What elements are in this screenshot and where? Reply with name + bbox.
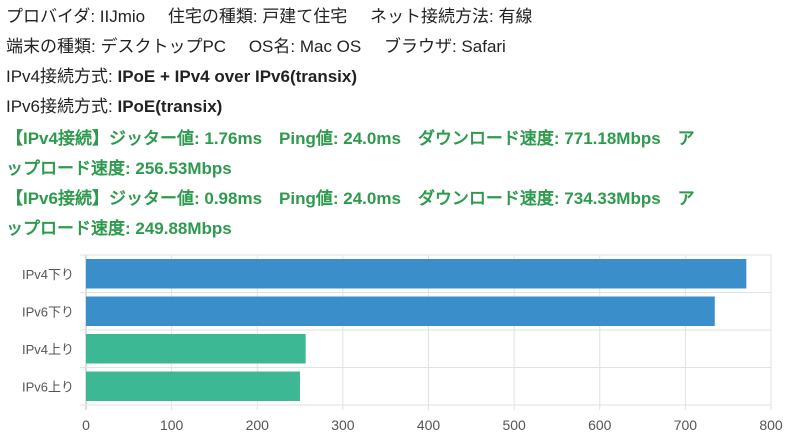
x-tick-label: 800 [759,417,783,433]
housing-value: 戸建て住宅 [262,7,348,26]
provider-label: プロバイダ [6,7,91,26]
browser-value: Safari [461,37,506,56]
ipv4-method-label: IPv4接続方式 [6,67,109,86]
bar [86,371,300,401]
device-label: 端末の種類 [6,37,91,56]
os-value: Mac OS [299,37,362,56]
connection-type-value: 有線 [498,7,533,26]
x-tick-label: 700 [674,417,698,433]
bar [86,296,715,326]
ipv4-result-line2: ップロード速度: 256.53Mbps [6,159,232,178]
speed-bar-chart: 0 100 200 300 400 500 600 700 800 IPv4下り IPv6下り IPv… [0,248,800,437]
x-tick-label: 500 [502,417,526,433]
category-label: IPv4下り [22,267,74,282]
bar [86,259,747,289]
x-tick-label: 200 [246,417,270,433]
chart-canvas: 0 100 200 300 400 500 600 700 800 IPv4下り IPv6下り IPv… [22,254,783,433]
category-label: IPv4上り [22,342,74,357]
connection-type-label: ネット接続方法 [370,7,490,26]
x-tick-label: 400 [417,417,441,433]
provider-value: IIJmio [99,7,146,26]
ipv6-method-row: IPv6接続方式: IPoE(transix) [6,97,223,116]
ipv4-method-value: IPoE + IPv4 over IPv6(transix) [117,67,358,86]
ipv6-method-label: IPv6接続方式 [6,97,109,116]
bar [86,334,306,364]
ipv6-result-line1: ジッター値: 0.98ms Ping値: 24.0ms ダウンロード速度: 73… [108,189,695,208]
x-tick-label: 100 [160,417,184,433]
x-tick-label: 600 [588,417,612,433]
housing-label: 住宅の種類 [167,7,253,26]
x-tick-label: 0 [82,417,90,433]
ipv4-result-line1: ジッター値: 1.76ms Ping値: 24.0ms ダウンロード速度: 77… [108,129,695,148]
x-tick-label: 300 [331,417,355,433]
info-row-1: プロバイダ: IIJmio 住宅の種類: 戸建て住宅 ネット接続方法: 有線 [6,7,533,26]
device-value: デスクトップPC [100,37,227,56]
browser-label: ブラウザ [383,37,452,56]
os-label: OS名 [248,37,291,56]
ipv6-result-prefix: 【IPv6接続】 [6,189,109,208]
ipv6-result: 【IPv6接続】ジッター値: 0.98ms Ping値: 24.0ms ダウンロ… [6,184,796,244]
ipv4-result-prefix: 【IPv4接続】 [6,129,109,148]
info-row-2: 端末の種類: デスクトップPC OS名: Mac OS ブラウザ: Safari [6,37,506,56]
ipv4-method-row: IPv4接続方式: IPoE + IPv4 over IPv6(transix) [6,67,358,86]
category-label: IPv6上り [22,379,74,394]
category-label: IPv6下り [22,304,74,319]
ipv6-method-value: IPoE(transix) [117,97,223,116]
connection-info: プロバイダ: IIJmio 住宅の種類: 戸建て住宅 ネット接続方法: 有線 端… [6,2,796,244]
ipv6-result-line2: ップロード速度: 249.88Mbps [6,219,232,238]
ipv4-result: 【IPv4接続】ジッター値: 1.76ms Ping値: 24.0ms ダウンロ… [6,124,796,184]
